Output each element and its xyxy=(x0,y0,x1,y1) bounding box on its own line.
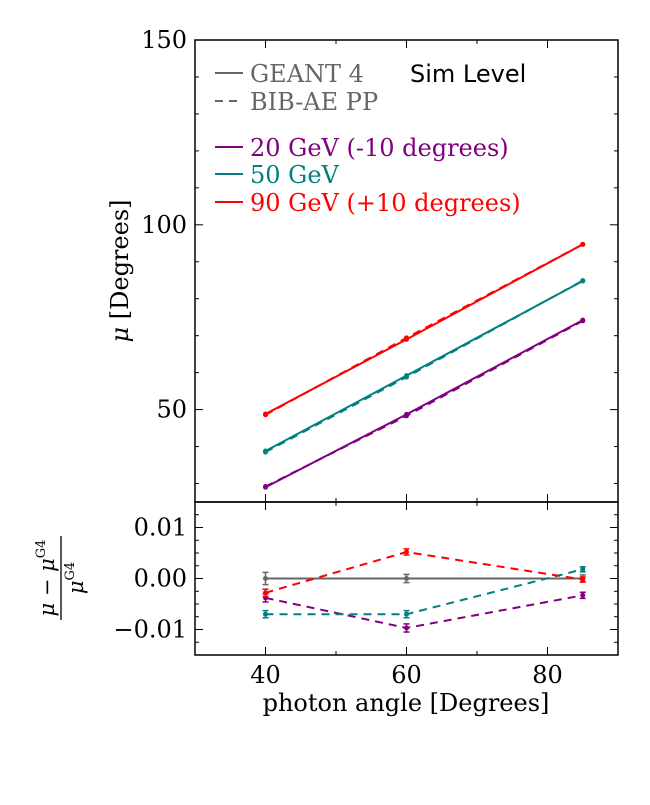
ratio-series-20-gev-10-degrees-point xyxy=(580,592,586,598)
ratio-ylabel-denominator: μG4 xyxy=(63,562,88,594)
ratio-series-50-gev-point xyxy=(580,566,586,572)
xtick-labels: 40 60 80 xyxy=(250,661,563,689)
ratio-series-90-gev-10-degrees-point xyxy=(404,549,409,555)
series-20-gev-10-degrees-bibae-point xyxy=(404,413,409,419)
legend-sim-level: Sim Level xyxy=(410,60,526,88)
xtick-label: 40 xyxy=(250,661,281,689)
ratio-ytick-label: −0.01 xyxy=(113,616,187,644)
ratio-ylabel: μ − μG4 μG4 xyxy=(34,536,88,620)
ratio-reference-geant4-point xyxy=(404,576,409,581)
ratio-ytick-labels: −0.01 0.00 0.01 xyxy=(113,514,187,644)
main-ytick-label: 100 xyxy=(141,211,187,239)
ratio-series xyxy=(262,548,586,633)
series-90-gev-10-degrees-bibae-point xyxy=(580,241,586,247)
ratio-series-90-gev-10-degrees-point xyxy=(263,590,268,596)
series-20-gev-10-degrees-bibae-point xyxy=(263,483,268,489)
ratio-reference-geant4-point xyxy=(263,576,268,581)
ratio-series-90-gev-10-degrees-line xyxy=(265,550,583,594)
legend-20gev-label: 20 GeV (-10 degrees) xyxy=(250,134,509,162)
series-20-gev-10-degrees-bibae-point xyxy=(580,318,586,324)
series-90-gev-10-degrees-bibae-point xyxy=(263,412,268,418)
main-ytick-label: 50 xyxy=(156,396,187,424)
x-axis-label: photon angle [Degrees] xyxy=(263,689,550,717)
series-50-gev-bibae-point xyxy=(263,449,268,455)
ratio-ylabel-numerator: μ − μG4 xyxy=(34,540,59,617)
main-ytick-labels: 50 100 150 xyxy=(141,26,187,424)
ratio-series-90-gev-10-degrees-point xyxy=(580,577,586,583)
ratio-series-50-gev-point xyxy=(404,611,409,617)
ratio-series-50-gev-point xyxy=(263,611,268,617)
main-ylabel-symbol: μ xyxy=(106,327,134,343)
main-ticks xyxy=(194,39,619,502)
main-ylabel: μ [Degrees] xyxy=(106,200,134,343)
ratio-ytick-label: 0.01 xyxy=(134,514,187,542)
main-ytick-label: 150 xyxy=(141,26,187,54)
legend: GEANT 4 Sim Level BIB-AE PP 20 GeV (-10 … xyxy=(215,60,526,217)
ratio-ytick-label: 0.00 xyxy=(134,565,187,593)
legend-90gev-label: 90 GeV (+10 degrees) xyxy=(250,189,521,217)
legend-50gev-label: 50 GeV xyxy=(250,161,340,189)
ratio-series-20-gev-10-degrees-line xyxy=(265,594,583,629)
series-50-gev-bibae-point xyxy=(404,374,409,380)
series-50-gev-bibae-point xyxy=(580,278,586,284)
xtick-label: 80 xyxy=(532,661,563,689)
main-ylabel-unit: [Degrees] xyxy=(106,200,134,320)
series-90-gev-10-degrees-bibae-point xyxy=(404,335,409,341)
ratio-ticks xyxy=(194,501,619,656)
series-20-gev-10-degrees-geant4-line xyxy=(265,319,584,489)
series-90-gev-10-degrees-geant4-line xyxy=(265,243,584,415)
xtick-label: 60 xyxy=(391,661,422,689)
legend-geant4-label: GEANT 4 xyxy=(250,60,364,88)
ratio-series-20-gev-10-degrees-point xyxy=(404,625,409,631)
legend-bibae-label: BIB-AE PP xyxy=(250,88,378,116)
series-50-gev-geant4-line xyxy=(265,280,584,452)
svg-text:μ [Degrees]: μ [Degrees] xyxy=(106,200,134,343)
main-series xyxy=(263,241,586,490)
